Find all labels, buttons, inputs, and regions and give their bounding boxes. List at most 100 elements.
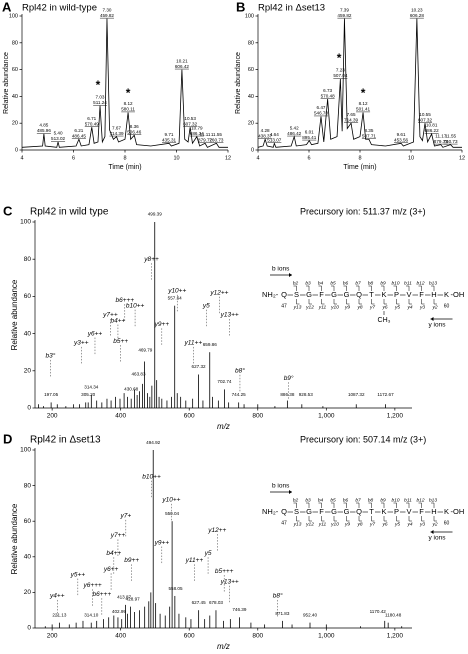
- b-ion: b9: [380, 497, 386, 503]
- y-cleavage: [383, 516, 387, 522]
- b-cleavage: [393, 502, 397, 508]
- peak-label: 8.12: [359, 101, 368, 106]
- b-ion: b8: [368, 280, 374, 286]
- mz-label: 558.05: [168, 586, 182, 591]
- peak-label: 714.39: [344, 117, 358, 122]
- y-axis-label: Relative abundance: [3, 52, 10, 114]
- panel-title: Rpl42 in wild type: [30, 207, 109, 218]
- mz-label: 702.74: [217, 379, 231, 384]
- b-cleavage: [418, 502, 422, 508]
- residue: H: [431, 290, 436, 299]
- mz-label: 1087.32: [348, 392, 365, 397]
- residue: K: [444, 290, 449, 299]
- y-ion: y8: [356, 304, 362, 310]
- x-axis-label: Time (min): [108, 164, 141, 171]
- peak-label: 570.49: [85, 121, 99, 126]
- y-cleavage: [346, 516, 350, 522]
- residue: F: [319, 507, 324, 516]
- residue: S: [294, 507, 299, 516]
- y-cleavage: [358, 516, 362, 522]
- panel-title: Rpl42 in wild-type: [22, 3, 97, 14]
- ion-label: y10++: [161, 497, 180, 504]
- peak-label: 11.55: [445, 133, 457, 138]
- x-axis-label: Time (min): [343, 164, 376, 171]
- b-cleavage: [356, 502, 360, 508]
- y-tick-label: 0: [251, 147, 254, 153]
- mz-label: 469.79: [138, 347, 152, 352]
- y-tick-label: 40: [24, 330, 32, 337]
- ion-label: y9++: [154, 321, 170, 328]
- x-tick-label: 4: [256, 155, 259, 161]
- y-arrow-head: [430, 317, 434, 321]
- residue-end: 60: [444, 303, 450, 309]
- y-ion: y4: [406, 521, 412, 527]
- mz-label: 1180.48: [385, 613, 402, 618]
- ion-label: y11++: [185, 557, 204, 564]
- x-tick-label: 1,200: [387, 413, 404, 420]
- peak-label: 879.72: [198, 138, 212, 143]
- y-ion: y9: [344, 521, 350, 527]
- b-ions-label: b ions: [272, 266, 290, 273]
- x-tick-label: 600: [184, 633, 195, 640]
- ion-label: y10++: [167, 288, 186, 295]
- peak-label: 10.81: [426, 123, 438, 128]
- y-cleavage: [333, 299, 337, 305]
- b-cleavage: [343, 502, 347, 508]
- residue: F: [419, 290, 424, 299]
- peak-label: 9.71: [165, 132, 174, 137]
- ion-label: y6+++: [82, 582, 101, 589]
- ion-label: b9++: [124, 557, 139, 564]
- y-ions-label: y ions: [429, 322, 447, 329]
- ion-label: y12++: [209, 289, 228, 296]
- trace: [21, 18, 228, 148]
- ion-label: y11++: [184, 340, 203, 347]
- x-tick-label: 4: [20, 155, 23, 161]
- ion-label: y7+: [119, 513, 131, 520]
- y-ion: y6: [381, 521, 387, 527]
- y-tick-label: 60: [24, 518, 32, 525]
- panel-title: Rpl42 in Δset13: [30, 435, 101, 446]
- b-cleavage: [393, 285, 397, 291]
- peak-label: 607.32: [418, 117, 432, 122]
- n-term: NH₂-: [262, 290, 279, 299]
- b-cleavage: [368, 285, 372, 291]
- y-tick-label: 40: [12, 94, 18, 100]
- x-tick-label: 12: [225, 155, 231, 161]
- y-cleavage: [296, 299, 300, 305]
- y-tick-label: 20: [24, 589, 32, 596]
- panel-letter: B: [236, 0, 245, 14]
- panel-letter: A: [2, 0, 12, 14]
- b-cleavage: [381, 285, 385, 291]
- peak-label: 7.30: [102, 7, 111, 12]
- x-tick-label: 6: [72, 155, 75, 161]
- y-cleavage: [308, 516, 312, 522]
- peak-label: 507.04: [333, 73, 347, 78]
- y-tick-label: 20: [24, 368, 32, 375]
- ion-label: b8°: [235, 367, 245, 375]
- ion-label: y9++: [154, 539, 170, 546]
- mz-label: 928.53: [299, 392, 313, 397]
- y-tick-label: 100: [20, 447, 31, 454]
- peak-label: 8.12: [124, 101, 133, 106]
- x-tick-label: 1,000: [318, 633, 335, 640]
- peak-label: 6.73: [323, 88, 332, 93]
- peak-label: 546.70: [314, 111, 328, 116]
- y-tick-label: 80: [12, 40, 18, 46]
- mz-label: 402.99: [112, 609, 126, 614]
- x-tick-label: 800: [252, 413, 263, 420]
- y-ion: y13: [293, 521, 302, 527]
- b-cleavage: [356, 285, 360, 291]
- y-tick-label: 20: [12, 121, 18, 127]
- b-arrow-head: [289, 273, 292, 277]
- residue: K: [381, 290, 386, 299]
- peak-label: 486.42: [287, 131, 301, 136]
- y-ion: y12: [305, 304, 314, 310]
- mz-label: 305.20: [81, 392, 95, 397]
- b-ion: b13: [429, 280, 437, 286]
- ion-label: b10++: [126, 302, 145, 309]
- y-tick-label: 60: [248, 67, 254, 73]
- residue: P: [394, 507, 399, 516]
- y-ion: y8: [356, 521, 362, 527]
- peak-label: 7.67: [112, 125, 121, 130]
- ion-label: b6+++: [93, 591, 112, 598]
